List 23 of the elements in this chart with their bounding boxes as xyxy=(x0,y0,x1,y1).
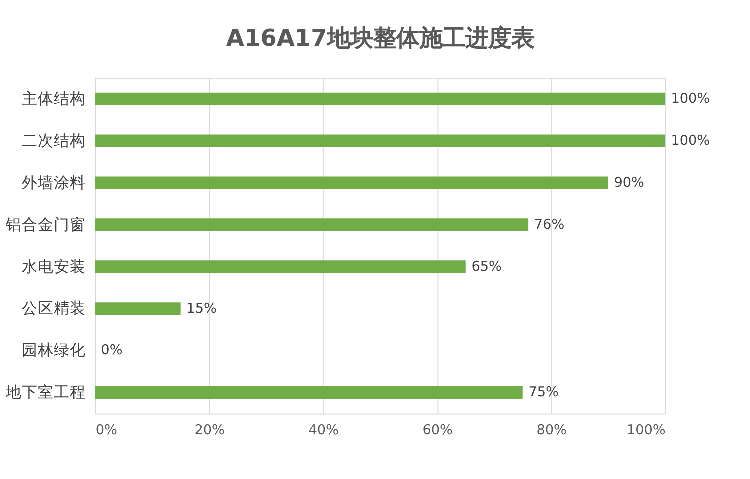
data-label: 75% xyxy=(528,384,560,401)
y-tick-label: 主体结构 xyxy=(22,90,86,108)
chart-title: A16A17地块整体施工进度表 xyxy=(226,24,534,52)
y-tick-label: 水电安装 xyxy=(22,258,86,276)
y-tick-label: 二次结构 xyxy=(22,132,86,150)
data-label: 90% xyxy=(614,174,645,191)
data-label: 65% xyxy=(472,258,502,275)
data-label: 100% xyxy=(671,132,710,149)
x-tick-label: 20% xyxy=(194,422,226,439)
x-tick-label: 40% xyxy=(308,422,340,439)
data-label: 76% xyxy=(534,216,565,233)
x-tick-label: 0% xyxy=(96,422,118,439)
data-label: 15% xyxy=(186,300,217,317)
x-tick-label: 100% xyxy=(626,422,666,439)
y-tick-label: 外墙涂料 xyxy=(22,174,86,192)
y-tick-label: 铝合金门窗 xyxy=(5,216,86,234)
x-tick-label: 60% xyxy=(422,422,454,439)
data-label: 0% xyxy=(101,342,123,359)
x-tick-label: 80% xyxy=(536,422,568,439)
y-tick-label: 园林绿化 xyxy=(22,342,86,360)
y-tick-label: 公区精装 xyxy=(22,300,86,318)
data-label: 100% xyxy=(671,91,710,108)
y-tick-label: 地下室工程 xyxy=(5,384,86,402)
